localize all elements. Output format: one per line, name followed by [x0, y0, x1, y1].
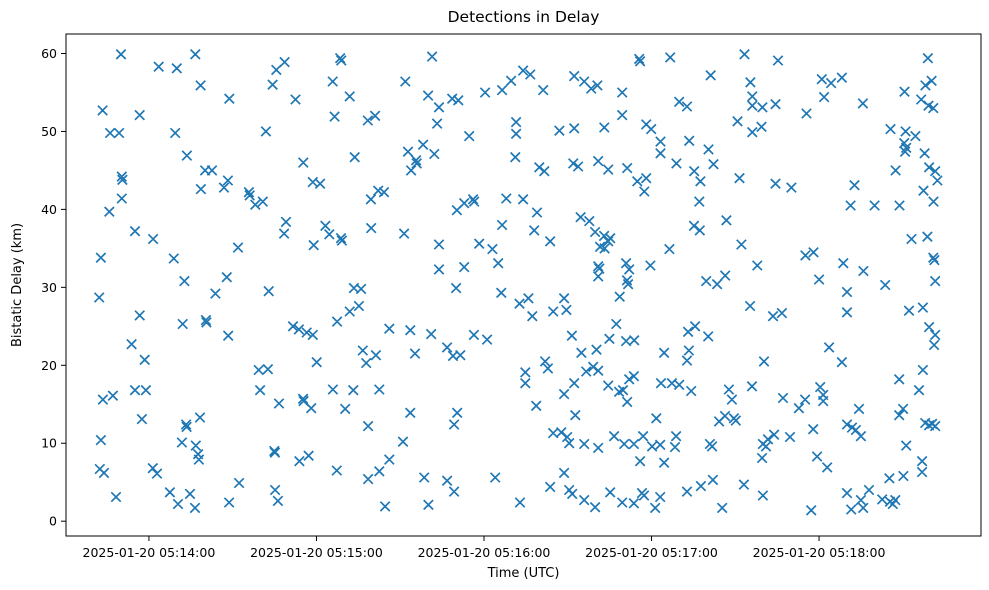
y-axis-label: Bistatic Delay (km): [10, 223, 25, 347]
chart-title: Detections in Delay: [448, 8, 600, 26]
x-tick-label: 2025-01-20 05:14:00: [83, 545, 216, 560]
y-tick-label: 60: [41, 46, 57, 61]
x-axis-label: Time (UTC): [487, 566, 560, 581]
x-tick-label: 2025-01-20 05:15:00: [250, 545, 383, 560]
y-tick-label: 50: [41, 124, 57, 139]
data-points: [93, 48, 943, 516]
axes-frame: [65, 33, 982, 537]
x-tick-label: 2025-01-20 05:16:00: [418, 545, 551, 560]
y-tick-label: 30: [41, 280, 57, 295]
y-tick-label: 10: [41, 436, 57, 451]
x-tick-label: 2025-01-20 05:18:00: [753, 545, 886, 560]
y-tick-label: 20: [41, 358, 57, 373]
y-tick-label: 40: [41, 202, 57, 217]
x-tick-label: 2025-01-20 05:17:00: [585, 545, 718, 560]
y-tick-label: 0: [49, 514, 57, 529]
